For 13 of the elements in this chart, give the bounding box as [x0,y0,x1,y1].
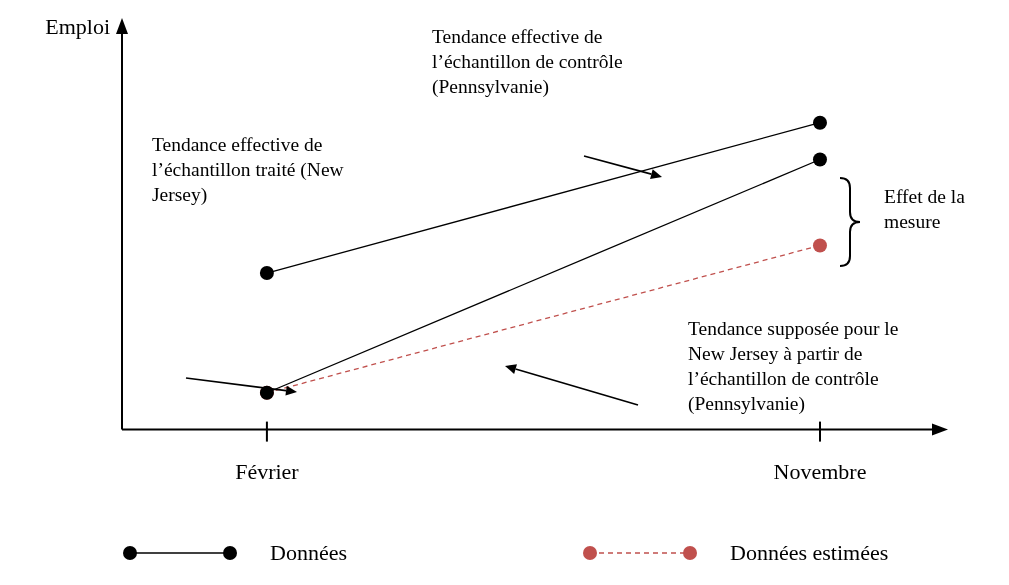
point [812,152,827,167]
point [812,238,827,253]
y-axis-title: Emploi [45,13,110,39]
point [259,266,274,281]
annotation: Tendance effective de l’échantillon traité (New Jersey) [152,133,345,207]
annotation: Effet de la mesure [884,185,966,234]
legend-label: Données estimées [730,540,889,566]
x-tick-label: Février [235,458,300,484]
x-tick-label: Novembre [773,458,867,484]
text: Tendance effective de l’échantillon de contrôle (Pennsylvanie) [432,25,624,99]
point [812,115,827,130]
legend-label: Données [270,540,347,566]
annotation: Tendance supposée pour le New Jersey à partir de l’échantillon de contrôle (Pennsylvanie) [688,317,900,416]
